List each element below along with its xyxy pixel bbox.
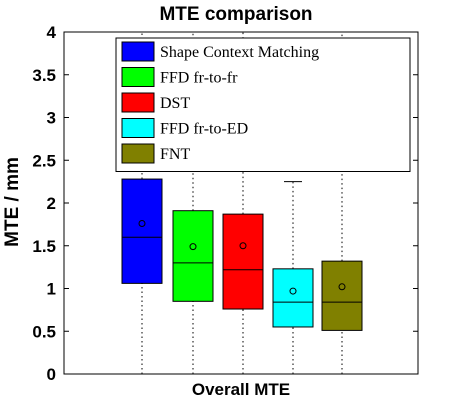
y-axis-label: MTE / mm: [2, 157, 23, 247]
mean-marker: [239, 242, 247, 250]
box-iqr: [321, 260, 363, 331]
legend-label: Shape Context Matching: [160, 44, 319, 61]
legend-label: FFD fr-to-fr: [160, 70, 238, 87]
y-tick-label: 3: [47, 109, 56, 128]
legend-box: [115, 37, 411, 172]
y-tick-label: 4: [47, 23, 57, 42]
y-axis-ticks: 0 0.5 1 1.5 2 2.5 3 3.5 4: [32, 23, 418, 384]
mean-marker: [138, 220, 146, 228]
y-tick-label: 2.5: [32, 151, 56, 170]
y-tick-label: 0: [47, 365, 56, 384]
axes-frame: [63, 31, 419, 375]
box-iqr: [172, 210, 214, 302]
legend-label: FFD fr-to-ED: [160, 121, 248, 138]
y-tick-label: 1.5: [32, 237, 56, 256]
box-iqr: [272, 268, 314, 328]
y-tick-label: 1: [47, 280, 56, 299]
mean-marker: [189, 243, 197, 251]
legend-swatch: [121, 92, 155, 113]
box-iqr: [222, 213, 264, 310]
box-iqr: [121, 178, 163, 284]
y-tick-label: 3.5: [32, 66, 56, 85]
mean-marker: [289, 287, 297, 295]
chart-title: MTE comparison: [159, 4, 312, 25]
legend-label: DST: [160, 95, 190, 112]
box-ffd-fr-to-ed: [272, 181, 314, 375]
legend-swatch: [121, 118, 155, 138]
legend: Shape Context Matching FFD fr-to-fr DST FFD…: [115, 37, 411, 172]
mean-marker: [338, 283, 346, 291]
legend-swatch: [121, 67, 155, 87]
box-fnt: [321, 31, 363, 375]
y-tick-label: 0.5: [32, 322, 56, 341]
legend-label: FNT: [160, 146, 190, 163]
boxes-layer: [121, 31, 363, 375]
x-axis-label: Overall MTE: [192, 380, 290, 399]
y-tick-label: 2: [47, 194, 56, 213]
legend-swatch: [121, 143, 155, 164]
legend-swatch: [121, 41, 155, 62]
